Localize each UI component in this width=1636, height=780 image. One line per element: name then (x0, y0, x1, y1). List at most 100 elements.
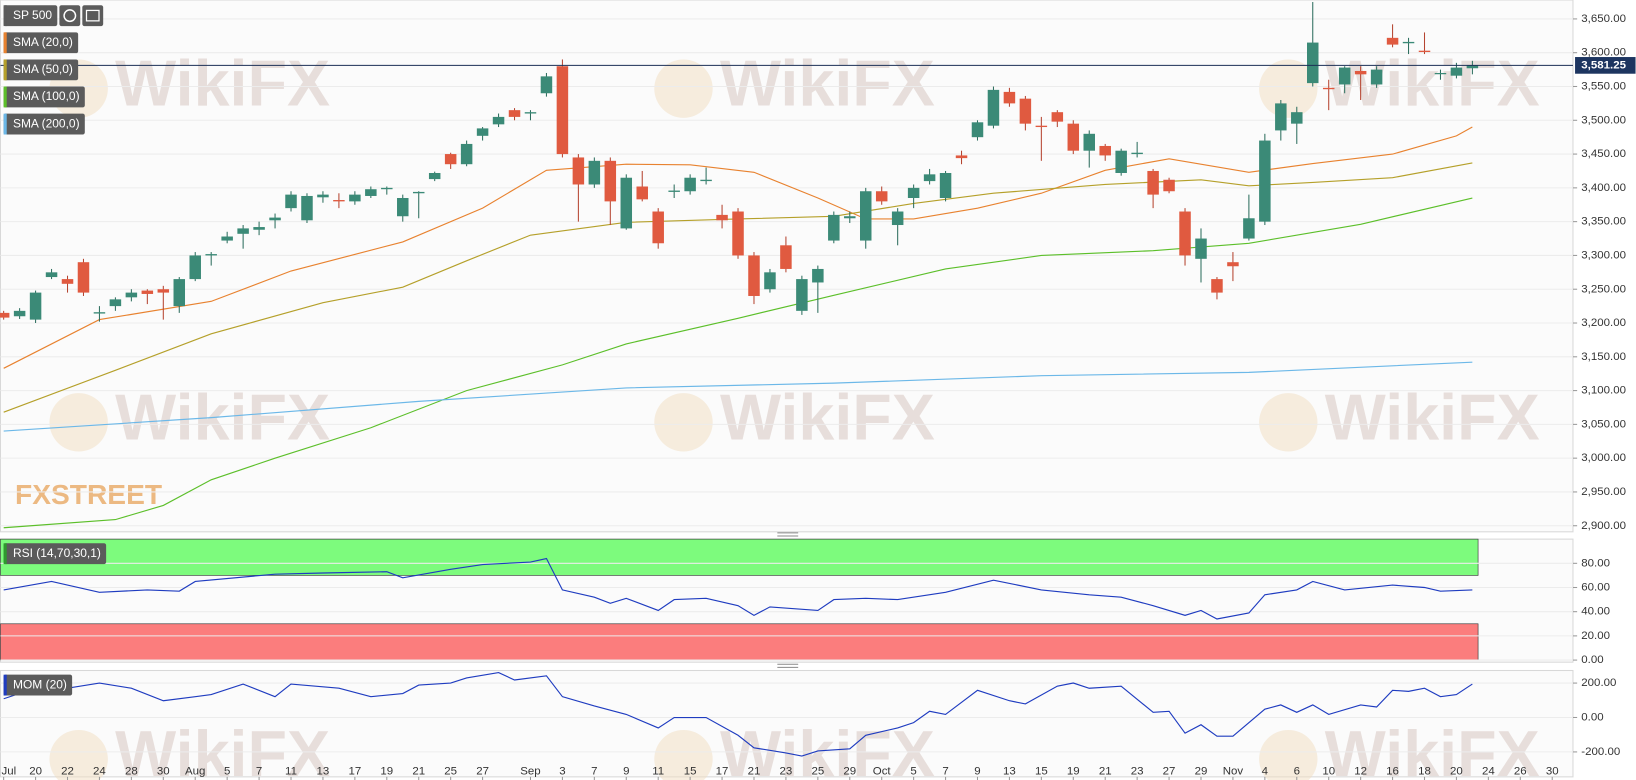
symbol-title: SP 500 (13, 8, 52, 22)
indicator-label-stripe (3, 543, 7, 565)
candle-body (556, 66, 569, 155)
x-tick-label: 30 (1546, 766, 1559, 778)
legend-entry: SMA (20,0) (13, 35, 73, 49)
candle-body (1019, 98, 1032, 124)
candle-body (205, 254, 217, 256)
y-tick-label: 200.00 (1581, 677, 1616, 689)
series-line (3, 557, 1473, 620)
x-tick-label: Oct (873, 766, 892, 778)
x-tick-label: 21 (748, 766, 761, 778)
panel-resize-handles[interactable] (777, 532, 799, 668)
candle-body (604, 160, 617, 202)
candle-body (93, 312, 106, 314)
refresh-button[interactable] (59, 5, 81, 27)
watermark: WikiFX (115, 47, 330, 120)
candle-body (1402, 41, 1415, 44)
x-tick-label: 9 (974, 766, 980, 778)
candle-body (1051, 112, 1064, 122)
candle-body (923, 174, 936, 182)
candle-body (524, 112, 537, 114)
settings-icon[interactable] (85, 9, 100, 22)
last-price-label: 3,581.25 (1581, 59, 1626, 71)
y-tick-label: 3,400.00 (1581, 182, 1626, 194)
candle-body (1434, 72, 1447, 75)
x-tick-label: 24 (93, 766, 106, 778)
candle-body (1338, 67, 1351, 85)
indicator-label: RSI (14,70,30,1) (13, 546, 101, 560)
candle-body (668, 190, 680, 192)
candle-body (1131, 152, 1143, 155)
candle-body (1115, 150, 1127, 173)
candle-body (77, 262, 90, 293)
x-tick-label: 15 (684, 766, 697, 778)
watermark: WikiFX (720, 47, 935, 120)
x-tick-label: Aug (185, 766, 205, 778)
watermark-logo (654, 59, 713, 118)
zone (0, 623, 1479, 661)
x-tick-label: 5 (224, 766, 230, 778)
candle-body (1099, 145, 1111, 156)
indicator-label-stripe (3, 674, 7, 696)
y-tick-label: 3,250.00 (1581, 283, 1626, 295)
x-tick-label: 23 (780, 766, 793, 778)
watermark: WikiFX (1325, 47, 1540, 120)
series-line (3, 671, 1473, 757)
candle-body (748, 255, 760, 296)
indicator-title[interactable]: MOM (20) (3, 674, 73, 696)
toolbar[interactable]: SP 500 SMA (20,0) SMA (50,0) SMA (100,0) SMA… (3, 5, 104, 135)
candle-body (397, 197, 409, 217)
watermark-logo (1259, 59, 1318, 118)
x-tick-label: 28 (125, 766, 138, 778)
candle-body (412, 191, 425, 194)
candle-body (796, 279, 808, 311)
panel-1 (0, 538, 1573, 661)
candle-body (1083, 133, 1095, 151)
x-tick-label: 7 (256, 766, 262, 778)
candle-body (1386, 37, 1399, 45)
x-tick-label: 20 (1450, 766, 1463, 778)
y-tick-label: -200.00 (1581, 746, 1620, 758)
symbol-title-stripe (3, 5, 7, 27)
candle-body (253, 227, 265, 230)
candle-body (955, 155, 968, 159)
watermark: WikiFX (720, 380, 935, 453)
candle-body (365, 189, 377, 196)
candle-body (221, 236, 233, 241)
x-tick-label: 17 (716, 766, 729, 778)
candle-body (460, 143, 473, 165)
y-tick-label: 3,000.00 (1581, 452, 1626, 464)
candle-body (285, 194, 297, 209)
candle-body (492, 116, 505, 125)
watermark: WikiFX (1325, 380, 1540, 453)
candle-body (652, 211, 664, 244)
panel-0 (0, 2, 1573, 529)
refresh-icon[interactable] (63, 9, 77, 23)
candle-body (317, 194, 329, 198)
indicator-title[interactable]: RSI (14,70,30,1) (3, 543, 107, 565)
candle-body (971, 122, 984, 138)
candle-body (572, 157, 585, 185)
candle-body (157, 289, 170, 293)
candle-body (1195, 238, 1207, 259)
legend-entry-stripe (3, 59, 7, 81)
candle-body (444, 154, 457, 165)
overlay-ui: Jul 20 22 24 28 30 Aug 5 7 11 13 17 19 21 25 27 Sep 3 7 9 11… (2, 5, 1636, 780)
y-tick-label: 3,200.00 (1581, 317, 1626, 329)
watermarks: WikiFX WikiFX WikiFX WikiFX WikiFX WikiFX Wiki… (15, 47, 1540, 780)
x-tick-label: 23 (1131, 766, 1144, 778)
candle-body (1227, 262, 1239, 267)
settings-button[interactable] (82, 5, 104, 27)
y-tick-label: 3,350.00 (1581, 216, 1626, 228)
x-tick-label: 20 (29, 766, 42, 778)
candle-body (125, 292, 138, 298)
candle-body (939, 172, 952, 198)
x-tick-label: 12 (1354, 766, 1367, 778)
candle-body (29, 292, 42, 320)
series-line (3, 126, 1473, 369)
x-tick-label: 10 (1322, 766, 1335, 778)
candle-body (732, 211, 744, 256)
candle-body (907, 187, 920, 198)
x-tick-label: 19 (380, 766, 393, 778)
candle-body (1259, 140, 1271, 222)
